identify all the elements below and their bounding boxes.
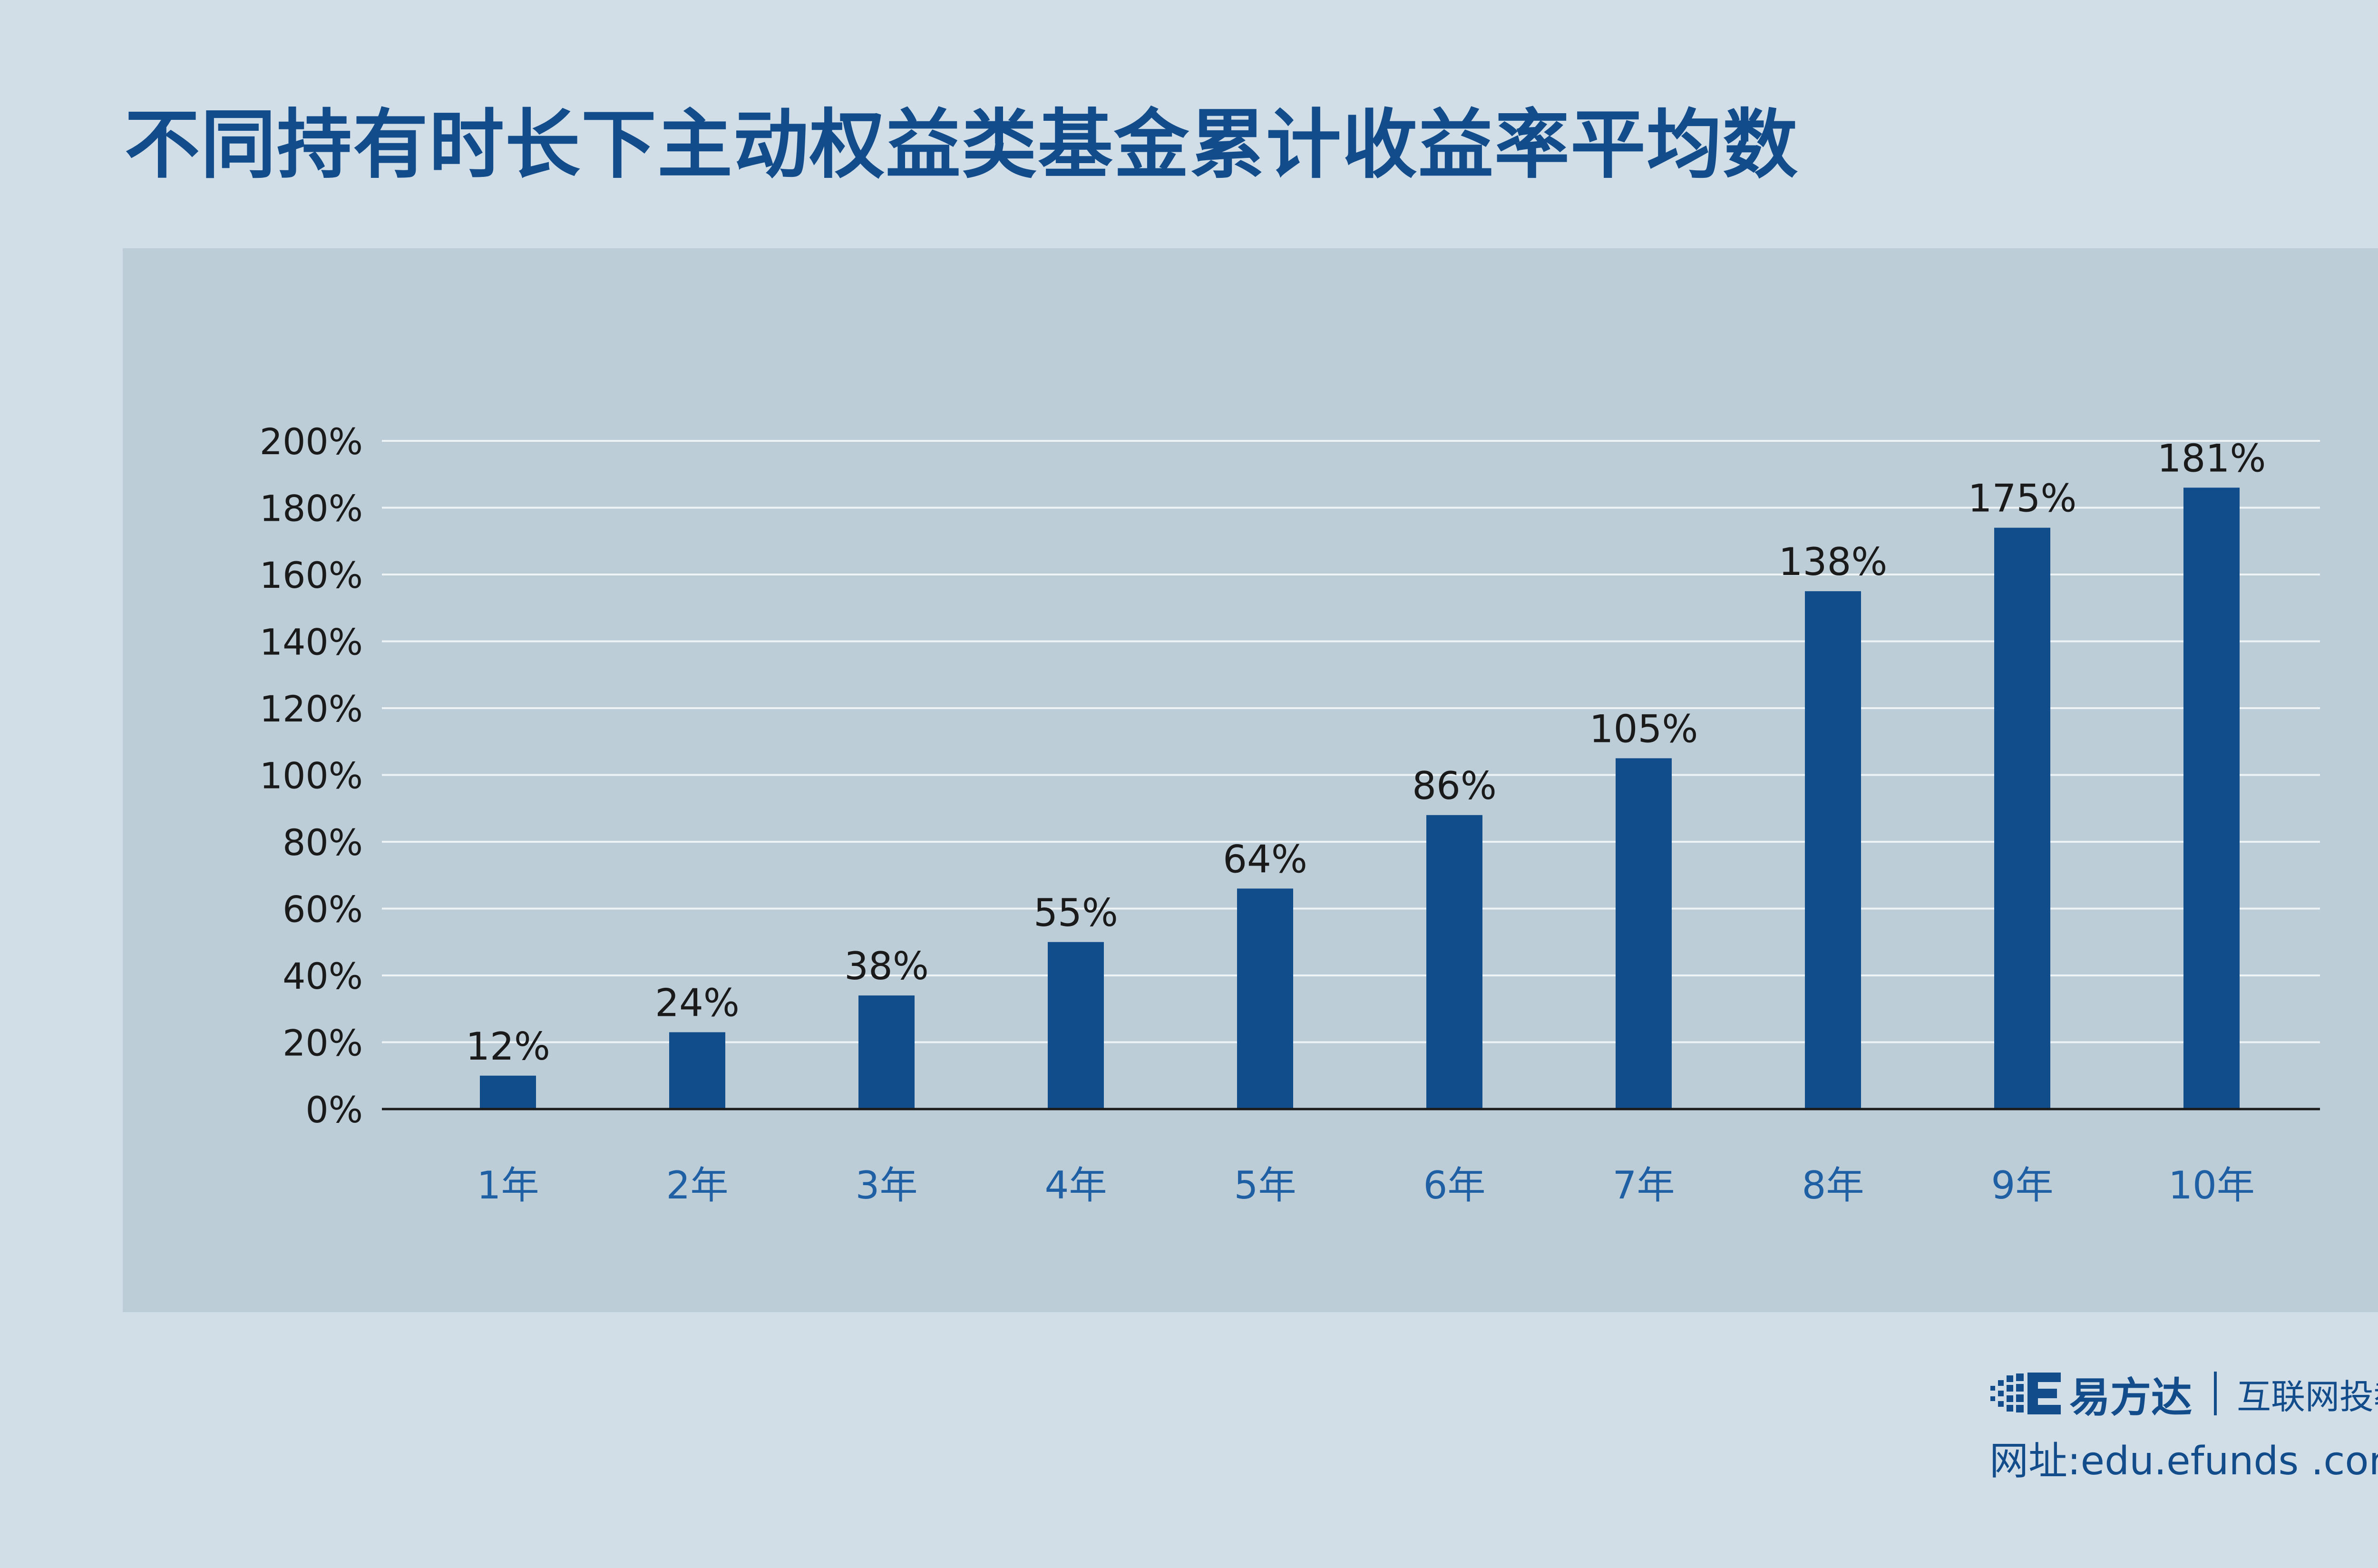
y-tick-label: 60% (283, 888, 363, 931)
y-tick-label: 160% (260, 554, 363, 596)
chart-panel: 0% 20% 40% 60% 80% 100% 120% 140% 160% 180% 200% 1… (123, 248, 2378, 1312)
y-axis-tick-labels: 0% 20% 40% 60% 80% 100% 120% 140% 160% 180% 200% (260, 420, 363, 1131)
bar (669, 1032, 725, 1109)
data-label: 38% (844, 944, 929, 988)
brand-footer: 易方达 互联网投教基地 (1990, 1367, 2378, 1422)
bar (480, 1075, 536, 1109)
website-url: 网址:edu.efunds .com.cn (1989, 1439, 2378, 1484)
x-tick-label: 3年 (856, 1163, 918, 1208)
y-tick-label: 180% (260, 487, 363, 530)
footer-divider (2214, 1372, 2217, 1415)
efunds-e-logo-icon (1990, 1373, 2061, 1414)
bars (480, 487, 2240, 1109)
bar (1616, 758, 1672, 1109)
y-tick-label: 120% (260, 688, 363, 730)
x-tick-label: 4年 (1045, 1163, 1107, 1208)
y-tick-label: 0% (305, 1089, 363, 1131)
y-tick-label: 140% (260, 621, 363, 663)
x-tick-label: 6年 (1423, 1163, 1486, 1208)
x-tick-label: 1年 (477, 1163, 539, 1208)
y-tick-label: 80% (283, 821, 363, 864)
bar (1426, 815, 1482, 1109)
bar (1805, 591, 1861, 1109)
x-tick-label: 7年 (1613, 1163, 1675, 1208)
x-tick-label: 10年 (2168, 1163, 2255, 1208)
x-tick-label: 5年 (1234, 1163, 1296, 1208)
data-label: 86% (1412, 764, 1497, 808)
x-tick-label: 9年 (1991, 1163, 2054, 1208)
brand-name: 易方达 (2069, 1373, 2192, 1422)
bar (1994, 527, 2050, 1109)
data-label: 12% (466, 1024, 550, 1069)
data-label: 64% (1223, 837, 1307, 881)
data-label: 24% (655, 981, 740, 1025)
data-label: 55% (1033, 891, 1118, 935)
bar (1237, 888, 1293, 1109)
y-tick-label: 20% (283, 1022, 363, 1064)
x-axis-tick-labels: 1年 2年 3年 4年 5年 6年 7年 8年 9年 10年 (477, 1163, 2255, 1208)
data-label: 181% (2157, 436, 2266, 480)
bar (858, 995, 915, 1109)
brand-slogan: 互联网投教基地 (2237, 1376, 2378, 1417)
data-label: 138% (1779, 540, 1888, 584)
chart-title: 不同持有时长下主动权益类基金累计收益率平均数 (125, 101, 1799, 189)
x-tick-label: 8年 (1802, 1163, 1864, 1208)
data-label: 175% (1968, 477, 2077, 521)
data-label: 105% (1589, 707, 1698, 751)
bar-chart: 0% 20% 40% 60% 80% 100% 120% 140% 160% 180% 200% 1… (260, 420, 2320, 1208)
gridlines (382, 440, 2320, 1043)
y-tick-label: 100% (260, 755, 363, 797)
bar (2183, 487, 2240, 1109)
bar (1048, 942, 1104, 1109)
y-tick-label: 200% (260, 420, 363, 463)
y-tick-label: 40% (283, 955, 363, 997)
value-labels: 12% 24% 38% 55% 64% 86% 105% 138% 175% 181% (466, 436, 2266, 1068)
x-tick-label: 2年 (666, 1163, 729, 1208)
